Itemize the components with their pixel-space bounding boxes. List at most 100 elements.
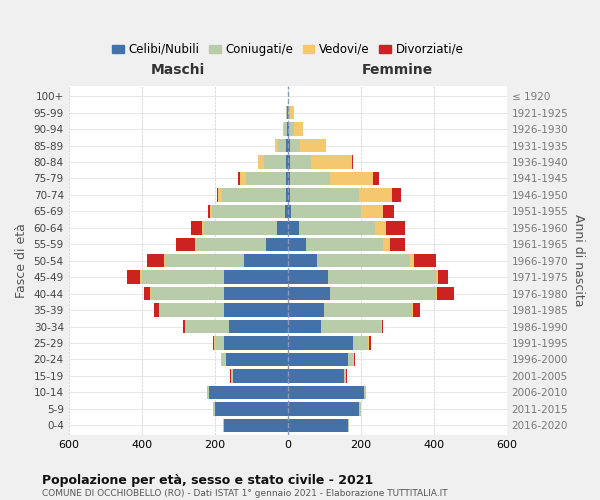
Bar [231, 369, 233, 382]
Bar [329, 287, 436, 300]
Bar [287, 254, 317, 268]
Bar [329, 172, 373, 185]
Bar [290, 106, 294, 120]
Bar [286, 155, 287, 168]
Bar [386, 221, 404, 234]
Text: COMUNE DI OCCHIOBELLO (RO) - Dati ISTAT 1° gennaio 2021 - Elaborazione TUTTITALI: COMUNE DI OCCHIOBELLO (RO) - Dati ISTAT … [42, 489, 448, 498]
Bar [221, 352, 222, 366]
Bar [390, 238, 404, 251]
Bar [436, 270, 439, 284]
Bar [287, 304, 324, 317]
Bar [213, 402, 215, 415]
Bar [286, 188, 287, 202]
Bar [204, 221, 277, 234]
Bar [436, 287, 437, 300]
Bar [159, 304, 160, 317]
Bar [215, 402, 287, 415]
Bar [224, 418, 287, 432]
Bar [359, 188, 392, 202]
Bar [301, 139, 326, 152]
Bar [160, 304, 224, 317]
Y-axis label: Anni di nascita: Anni di nascita [572, 214, 585, 307]
Bar [361, 204, 383, 218]
Bar [287, 122, 289, 136]
Bar [287, 106, 289, 120]
Bar [287, 221, 299, 234]
Bar [289, 122, 293, 136]
Bar [233, 369, 287, 382]
Bar [154, 304, 159, 317]
Bar [306, 238, 383, 251]
Y-axis label: Fasce di età: Fasce di età [15, 224, 28, 298]
Bar [359, 402, 361, 415]
Bar [368, 336, 369, 349]
Bar [287, 320, 320, 334]
Bar [373, 172, 379, 185]
Bar [287, 155, 290, 168]
Bar [223, 418, 224, 432]
Bar [299, 221, 376, 234]
Bar [147, 254, 164, 268]
Bar [210, 204, 212, 218]
Bar [439, 270, 448, 284]
Bar [344, 369, 346, 382]
Bar [287, 369, 344, 382]
Bar [275, 139, 278, 152]
Bar [348, 352, 353, 366]
Bar [290, 172, 329, 185]
Bar [290, 155, 311, 168]
Bar [413, 304, 420, 317]
Bar [383, 238, 390, 251]
Bar [287, 336, 353, 349]
Bar [212, 204, 285, 218]
Bar [259, 155, 264, 168]
Bar [215, 336, 224, 349]
Bar [287, 402, 359, 415]
Bar [217, 188, 218, 202]
Bar [140, 270, 142, 284]
Bar [244, 254, 287, 268]
Bar [229, 320, 287, 334]
Bar [142, 270, 224, 284]
Bar [194, 238, 196, 251]
Bar [392, 188, 401, 202]
Bar [287, 352, 348, 366]
Bar [166, 254, 244, 268]
Bar [286, 139, 287, 152]
Bar [277, 221, 287, 234]
Bar [284, 122, 287, 136]
Bar [185, 320, 229, 334]
Bar [238, 172, 240, 185]
Bar [222, 352, 226, 366]
Bar [287, 270, 328, 284]
Bar [164, 254, 166, 268]
Bar [287, 204, 292, 218]
Bar [224, 304, 287, 317]
Bar [209, 386, 287, 399]
Bar [364, 386, 366, 399]
Bar [214, 336, 215, 349]
Bar [266, 238, 287, 251]
Bar [240, 172, 246, 185]
Bar [412, 304, 413, 317]
Bar [311, 155, 352, 168]
Bar [354, 352, 355, 366]
Bar [376, 221, 386, 234]
Bar [320, 320, 381, 334]
Bar [381, 320, 382, 334]
Bar [213, 336, 214, 349]
Bar [286, 106, 287, 120]
Bar [369, 336, 371, 349]
Bar [382, 320, 383, 334]
Bar [348, 418, 349, 432]
Bar [352, 155, 353, 168]
Bar [353, 352, 354, 366]
Bar [317, 254, 410, 268]
Bar [144, 287, 150, 300]
Text: Femmine: Femmine [362, 63, 433, 77]
Bar [286, 172, 287, 185]
Bar [383, 204, 394, 218]
Bar [290, 188, 359, 202]
Bar [287, 238, 306, 251]
Bar [324, 304, 412, 317]
